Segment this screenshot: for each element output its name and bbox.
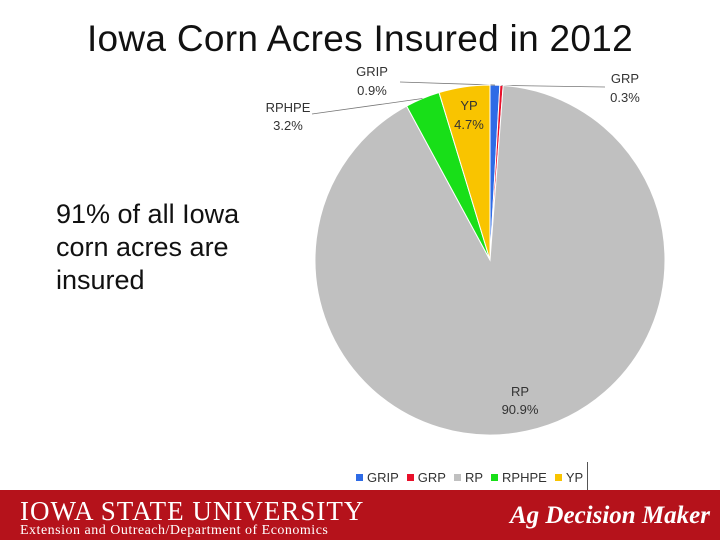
- slice-value-grp: 0.3%: [610, 90, 640, 105]
- pie-slice-yp: [438, 84, 491, 261]
- legend-label-rphpe: RPHPE: [502, 469, 547, 485]
- legend-label-grip: GRIP: [367, 469, 399, 485]
- pie-chart: GRIP 0.9% GRP 0.3% RP 90.9% RPHPE 3.2% YP 4.7%: [266, 64, 666, 436]
- legend-label-rp: RP: [464, 469, 484, 485]
- leader-line-grip: [399, 81, 495, 86]
- slice-value-grip: 0.9%: [357, 83, 387, 98]
- insured-callout: 91% of all Iowa corn acres are insured: [56, 199, 240, 295]
- legend-swatch-yp: [554, 473, 562, 481]
- slide-title: Iowa Corn Acres Insured in 2012: [86, 18, 634, 59]
- slice-name-rphpe: RPHPE: [266, 100, 311, 115]
- legend-item-grp: GRP: [406, 469, 446, 485]
- slice-name-yp: YP: [460, 98, 477, 113]
- legend-item-rp: RP: [453, 469, 484, 485]
- slice-name-grip: GRIP: [356, 64, 388, 79]
- footer-bar: IOWA STATE UNIVERSITY Extension and Outr…: [0, 490, 720, 540]
- legend-item-grip: GRIP: [356, 470, 399, 485]
- legend-swatch-rphpe: [491, 473, 499, 481]
- slice-value-rp: 90.9%: [502, 402, 539, 417]
- slice-name-rp: RP: [511, 384, 529, 399]
- slice-name-grp: GRP: [611, 71, 639, 86]
- legend-swatch-grp: [406, 473, 414, 481]
- legend-swatch-grip: [356, 473, 363, 481]
- pie-slice-rp: [314, 84, 666, 436]
- leader-line-rphpe: [311, 98, 423, 115]
- slice-value-yp: 4.7%: [454, 117, 484, 132]
- leader-line-grp: [501, 84, 606, 88]
- chart-legend: GRIP GRP RP RPHPE YP: [356, 462, 589, 492]
- legend-label-yp: YP: [565, 469, 584, 485]
- slice-value-rphpe: 3.2%: [273, 118, 303, 133]
- university-name: IOWA STATE UNIVERSITY: [20, 496, 365, 526]
- department-name: Extension and Outreach/Department of Eco…: [20, 523, 329, 538]
- legend-label-grp: GRP: [417, 469, 446, 485]
- legend-swatch-rp: [453, 473, 461, 481]
- legend-item-yp: YP: [554, 469, 584, 485]
- brand-name: Ag Decision Maker: [510, 502, 710, 529]
- legend-item-rphpe: RPHPE: [491, 470, 547, 485]
